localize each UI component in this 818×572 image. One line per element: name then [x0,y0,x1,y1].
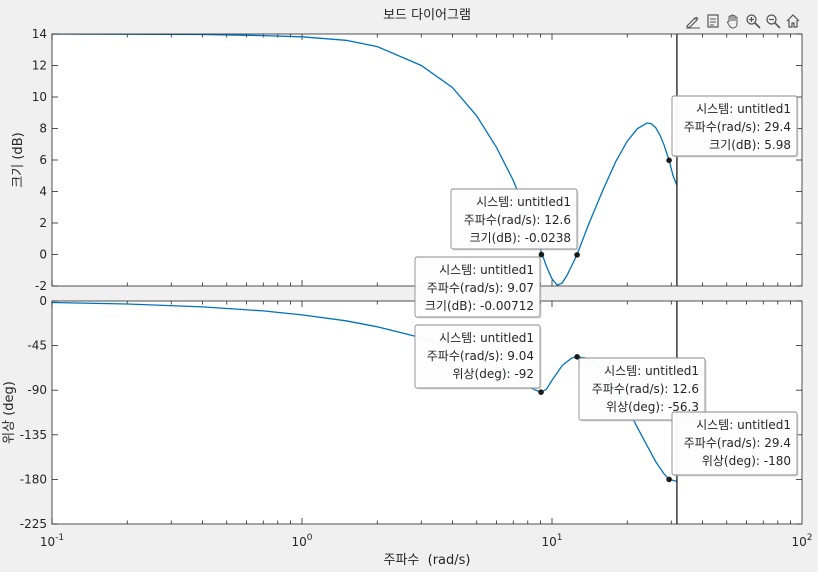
y-tick-label: 0 [39,248,47,262]
datatips-layer: 시스템: untitled1 주파수(rad/s): 9.07 크기(dB): -0… [414,95,799,477]
datatip-marker [574,252,580,258]
datatip[interactable]: 시스템: untitled1 주파수(rad/s): 9.04 위상(deg): -… [414,324,542,390]
datatip-line: 시스템: untitled1 [439,331,534,345]
y-tick-label: 10 [32,90,47,104]
y-tick-label: -135 [20,428,47,442]
datatip-line: 주파수(rad/s): 9.04 [427,349,534,363]
y-tick-label: 12 [32,59,47,73]
x-tick-exponent: 2 [807,533,813,543]
datatip-line: 주파수(rad/s): 9.07 [427,281,534,295]
datatip-box [671,95,798,157]
x-tick-mantissa: 10 [291,535,306,549]
export-icon [707,14,719,28]
datatip-line: 크기(dB): 5.98 [709,138,791,152]
zoom-in-icon [746,14,761,29]
datatip-line: 위상(deg): -56.3 [606,400,699,414]
magnitude-axes[interactable]: -2 0 2 4 6 8 10 12 14 크기 (dB) [11,27,803,293]
zoom-out-button[interactable] [764,12,782,30]
datatip-box [578,357,706,421]
datatip-box [671,411,798,476]
y-tick-label: 4 [39,185,47,199]
y-tick-label: 6 [39,153,47,167]
datatip[interactable]: 시스템: untitled1 주파수(rad/s): 29.4 위상(deg): -… [671,411,799,477]
datatip-line: 시스템: untitled1 [696,102,791,116]
datatip-line: 주파수(rad/s): 12.6 [592,382,699,396]
x-tick-mantissa: 10 [40,535,55,549]
y-tick-label: -225 [20,517,47,531]
y-axis-label: 위상 (deg) [2,381,17,444]
y-axis-label: 크기 (dB) [11,132,26,187]
x-tick-label: 10-1 [40,533,64,549]
x-tick-label: 102 [791,533,812,549]
datatip-line: 크기(dB): -0.00712 [425,299,534,313]
datatip-line: 주파수(rad/s): 29.4 [684,436,791,450]
x-axis-label: 주파수 (rad/s) [383,553,470,568]
datatip-marker [666,157,672,164]
datatip-box [414,256,541,318]
datatip[interactable]: 시스템: untitled1 주파수(rad/s): 29.4 크기(dB): 5.… [671,95,799,158]
export-button[interactable] [704,12,722,30]
y-tick-label: -2 [35,279,47,293]
datatip-line: 시스템: untitled1 [439,263,534,277]
y-tick-label: 14 [32,27,47,41]
datatip-box [450,188,578,250]
chart-title: 보드 다이어그램 [383,8,471,23]
datatip-marker [666,476,672,483]
datatip-line: 위상(deg): -180 [702,454,791,468]
datatip-marker [538,389,544,395]
datatip[interactable]: 시스템: untitled1 주파수(rad/s): 9.07 크기(dB): -0… [414,256,542,319]
datatip-line: 시스템: untitled1 [604,364,699,378]
x-tick-exponent: 0 [307,533,313,543]
home-button[interactable] [784,12,802,30]
edit-plot-button[interactable] [684,12,702,30]
datatip-box [414,324,541,389]
y-tick-label: 0 [39,294,47,308]
datatip[interactable]: 시스템: untitled1 주파수(rad/s): 12.6 크기(dB): -0… [450,188,579,251]
series-line [52,301,678,483]
home-icon [786,14,800,28]
edit-plot-icon [686,16,700,29]
y-tick-label: -45 [27,339,47,353]
x-tick-mantissa: 10 [541,535,556,549]
x-tick-label: 101 [541,533,562,549]
datatip-line: 시스템: untitled1 [696,418,791,432]
zoom-out-icon [766,14,781,29]
y-tick-label: 2 [39,216,47,230]
x-tick-mantissa: 10 [791,535,806,549]
series-line [52,34,678,286]
pan-button[interactable] [724,12,742,30]
datatip-line: 크기(dB): -0.0238 [470,231,571,245]
y-tick-label: 8 [39,122,47,136]
zoom-in-button[interactable] [744,12,762,30]
x-tick-label: 100 [291,533,312,549]
datatip-marker [538,251,545,258]
datatip-marker [574,353,580,360]
x-tick-exponent: 1 [557,533,563,543]
datatip[interactable]: 시스템: untitled1 주파수(rad/s): 12.6 위상(deg): -… [578,357,707,422]
y-tick-label: -90 [27,383,47,397]
axes-toolbar [684,11,802,31]
y-tick-label: -180 [20,472,47,486]
datatip-line: 주파수(rad/s): 29.4 [684,120,791,134]
pan-hand-icon [727,14,738,29]
plot-area [52,34,802,286]
datatip-line: 주파수(rad/s): 12.6 [464,213,571,227]
x-tick-exponent: -1 [55,533,64,543]
datatip-line: 위상(deg): -92 [452,367,534,381]
datatip-line: 시스템: untitled1 [476,195,571,209]
